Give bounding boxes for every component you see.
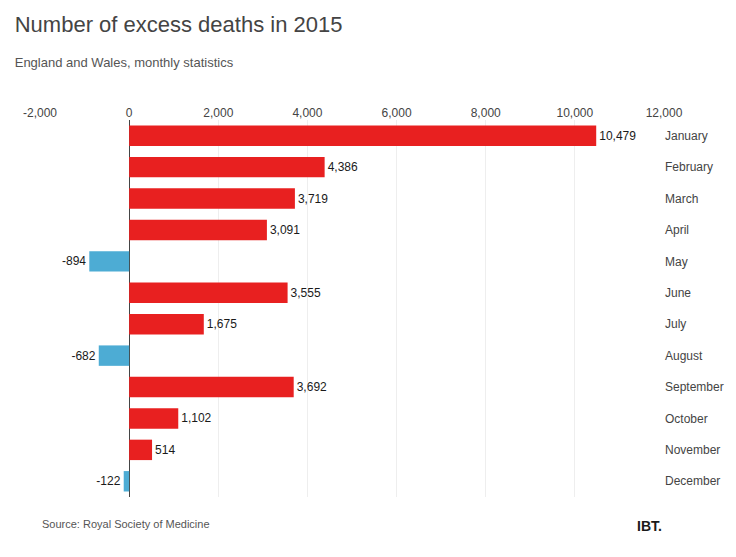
svg-text:10,479: 10,479: [599, 129, 636, 143]
svg-text:-122: -122: [96, 474, 120, 488]
svg-text:Source: Royal Society of Medic: Source: Royal Society of Medicine: [42, 518, 210, 530]
svg-text:January: January: [665, 129, 708, 143]
svg-text:1,102: 1,102: [181, 411, 211, 425]
svg-text:August: August: [665, 349, 703, 363]
svg-text:3,719: 3,719: [298, 192, 328, 206]
svg-text:-894: -894: [62, 254, 86, 268]
svg-text:November: November: [665, 443, 720, 457]
svg-text:1,675: 1,675: [207, 317, 237, 331]
svg-text:12,000: 12,000: [646, 106, 683, 120]
svg-text:September: September: [665, 380, 724, 394]
svg-text:May: May: [665, 255, 688, 269]
svg-text:October: October: [665, 412, 708, 426]
svg-text:June: June: [665, 286, 691, 300]
svg-text:March: March: [665, 192, 698, 206]
svg-text:Number of excess deaths in 201: Number of excess deaths in 2015: [15, 12, 343, 37]
svg-text:February: February: [665, 160, 713, 174]
svg-text:0: 0: [126, 106, 133, 120]
svg-text:July: July: [665, 317, 686, 331]
svg-text:3,555: 3,555: [291, 286, 321, 300]
svg-text:4,386: 4,386: [328, 160, 358, 174]
svg-text:3,692: 3,692: [297, 380, 327, 394]
svg-text:-682: -682: [71, 349, 95, 363]
svg-text:8,000: 8,000: [471, 106, 501, 120]
svg-text:4,000: 4,000: [292, 106, 322, 120]
svg-text:6,000: 6,000: [382, 106, 412, 120]
svg-text:10,000: 10,000: [557, 106, 594, 120]
svg-text:IBT.: IBT.: [637, 518, 662, 534]
svg-text:England and Wales, monthly sta: England and Wales, monthly statistics: [15, 55, 234, 70]
svg-text:514: 514: [155, 443, 175, 457]
svg-text:3,091: 3,091: [270, 223, 300, 237]
svg-text:December: December: [665, 474, 720, 488]
svg-text:-2,000: -2,000: [23, 106, 57, 120]
svg-text:April: April: [665, 223, 689, 237]
svg-text:2,000: 2,000: [203, 106, 233, 120]
